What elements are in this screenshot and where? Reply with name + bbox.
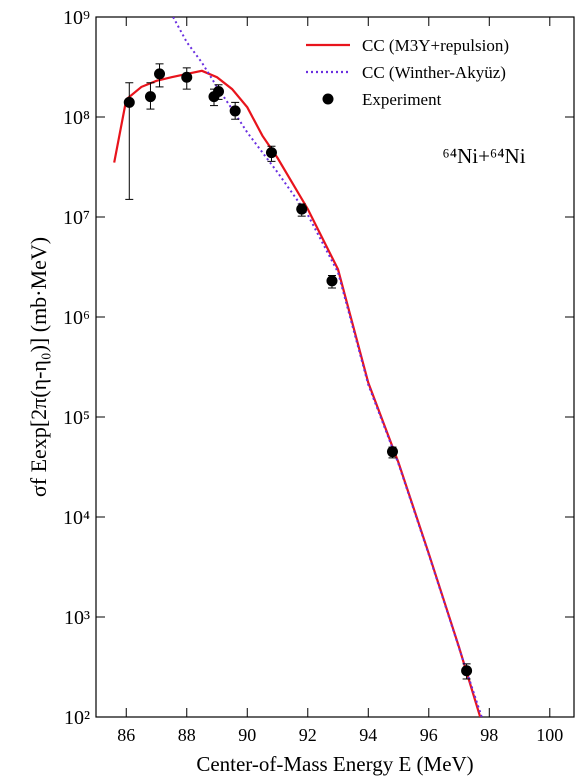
x-tick-label: 90 xyxy=(238,725,256,745)
y-tick-label: 10³ xyxy=(64,607,90,629)
legend-swatch xyxy=(322,93,334,105)
x-tick-label: 92 xyxy=(299,725,317,745)
series-line xyxy=(172,17,483,717)
data-point xyxy=(144,91,156,103)
legend-label: CC (Winther-Akyüz) xyxy=(362,63,506,82)
legend-label: Experiment xyxy=(362,90,442,109)
data-point xyxy=(229,105,241,117)
y-axis-label: σf Eexp[2π(η-η₀)] (mb·MeV) xyxy=(26,237,51,497)
x-tick-label: 88 xyxy=(178,725,196,745)
x-tick-label: 96 xyxy=(420,725,438,745)
annotation: ⁶⁴Ni+⁶⁴Ni xyxy=(442,144,525,168)
y-tick-label: 10⁷ xyxy=(63,207,90,229)
series-line xyxy=(113,69,482,717)
x-tick-label: 86 xyxy=(117,725,135,745)
data-point xyxy=(265,147,277,159)
data-point xyxy=(154,68,166,80)
y-tick-label: 10⁶ xyxy=(63,307,90,329)
y-tick-label: 10⁸ xyxy=(63,107,90,129)
data-point xyxy=(386,446,398,458)
x-tick-label: 100 xyxy=(536,725,563,745)
x-tick-label: 94 xyxy=(359,725,377,745)
data-point xyxy=(461,665,473,677)
y-tick-label: 10⁴ xyxy=(63,507,90,529)
data-point xyxy=(123,96,135,108)
x-tick-label: 98 xyxy=(480,725,498,745)
data-point xyxy=(326,275,338,287)
data-point xyxy=(296,203,308,215)
y-tick-label: 10² xyxy=(64,707,90,729)
data-point xyxy=(213,85,225,97)
plot-frame xyxy=(95,16,575,718)
data-point xyxy=(181,71,193,83)
plot-area xyxy=(113,17,483,717)
y-tick-label: 10⁵ xyxy=(63,407,90,429)
legend-label: CC (M3Y+repulsion) xyxy=(362,36,509,55)
y-tick-label: 10⁹ xyxy=(63,7,90,29)
x-axis-label: Center-of-Mass Energy E (MeV) xyxy=(196,752,473,776)
